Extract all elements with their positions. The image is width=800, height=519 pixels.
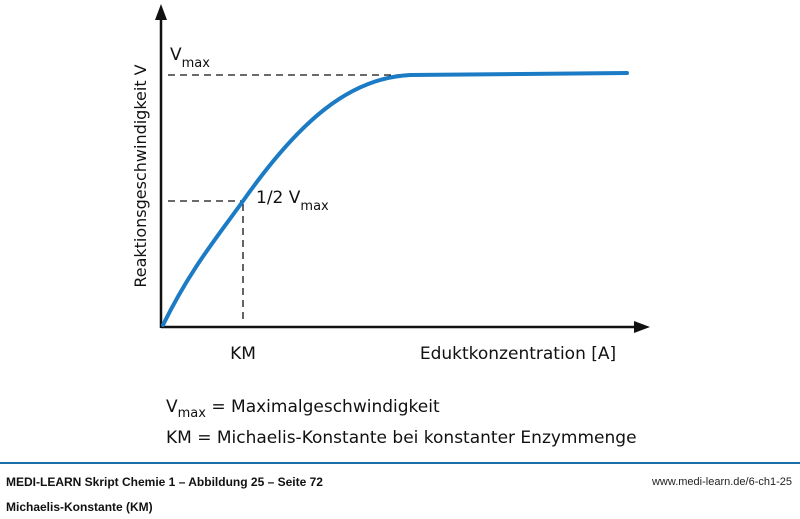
y-axis-label: Reaktionsgeschwindigkeit V: [131, 64, 150, 287]
legend-vmax-main: V: [166, 397, 178, 417]
y-axis-arrow: [155, 4, 167, 20]
vmax-label-sub: max: [182, 56, 211, 71]
x-axis-arrow: [634, 321, 650, 333]
x-axis-label: Eduktkonzentration [A]: [420, 344, 616, 364]
footer-url: www.medi-learn.de/6-ch1-25: [651, 476, 792, 488]
footer-source: MEDI-LEARN Skript Chemie 1 – Abbildung 2…: [6, 475, 323, 489]
half-vmax-label-sub: max: [300, 199, 329, 214]
michaelis-menten-diagram: Reaktionsgeschwindigkeit V Vmax 1/2 Vmax…: [131, 4, 650, 364]
footer-caption: Michaelis-Konstante (KM): [6, 500, 153, 514]
vmax-label-main: V: [170, 45, 182, 65]
legend-vmax: Vmax = Maximalgeschwindigkeit: [166, 397, 440, 421]
legend-km: KM = Michaelis-Konstante bei konstanter …: [166, 428, 637, 448]
legend-vmax-text: = Maximalgeschwindigkeit: [205, 397, 440, 417]
legend-vmax-sub: max: [177, 406, 206, 421]
vmax-label: Vmax: [170, 45, 210, 71]
saturation-curve: [161, 71, 629, 327]
half-vmax-label: 1/2 Vmax: [256, 188, 329, 214]
half-vmax-label-main: 1/2 V: [256, 188, 301, 208]
footer-divider: [0, 462, 800, 464]
km-axis-label: KM: [230, 344, 256, 364]
